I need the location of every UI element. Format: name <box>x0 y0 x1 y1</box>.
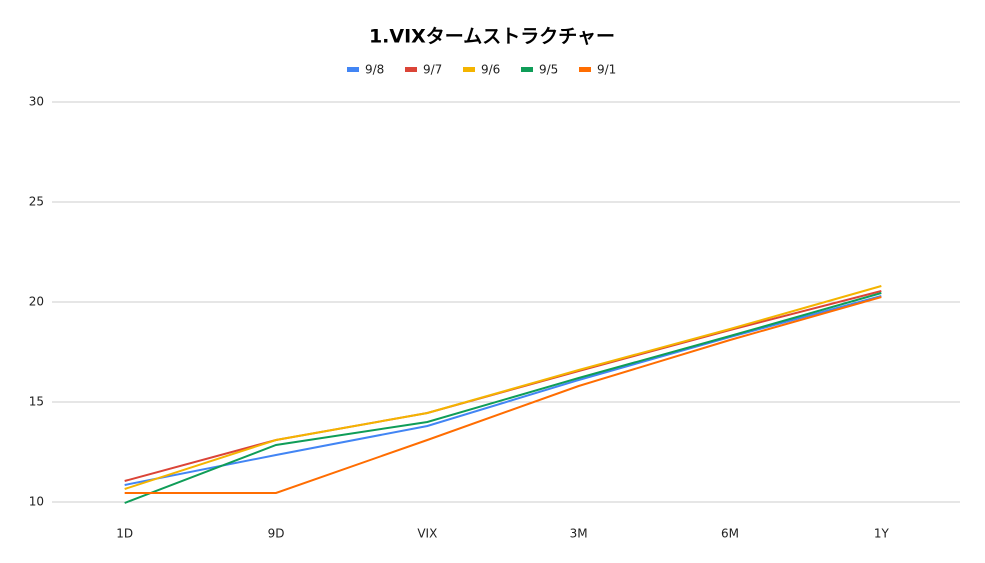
legend: 9/8 9/7 9/6 9/5 9/1 <box>347 63 616 77</box>
y-tick-label: 30 <box>29 95 44 109</box>
legend-label: 9/7 <box>423 63 442 77</box>
y-tick-label: 10 <box>29 495 44 509</box>
legend-label: 9/6 <box>481 63 500 77</box>
x-tick-label: VIX <box>417 527 437 541</box>
x-tick-label: 6M <box>721 527 739 541</box>
legend-label: 9/8 <box>365 63 384 77</box>
x-tick-label: 1Y <box>874 527 890 541</box>
series-line <box>124 296 882 494</box>
legend-swatch <box>405 67 417 72</box>
series-line <box>124 295 882 486</box>
series-line <box>124 285 882 490</box>
legend-swatch <box>347 67 359 72</box>
x-tick-label: 1D <box>116 527 133 541</box>
y-tick-label: 25 <box>29 195 44 209</box>
x-tick-label: 9D <box>268 527 285 541</box>
series-line <box>124 292 882 504</box>
legend-swatch <box>463 67 475 72</box>
legend-label: 9/1 <box>597 63 616 77</box>
y-tick-label: 20 <box>29 295 44 309</box>
y-tick-label: 15 <box>29 395 44 409</box>
x-tick-label: 3M <box>570 527 588 541</box>
chart-title: 1.VIXタームストラクチャー <box>369 26 615 48</box>
legend-swatch <box>521 67 533 72</box>
legend-label: 9/5 <box>539 63 558 77</box>
legend-swatch <box>579 67 591 72</box>
